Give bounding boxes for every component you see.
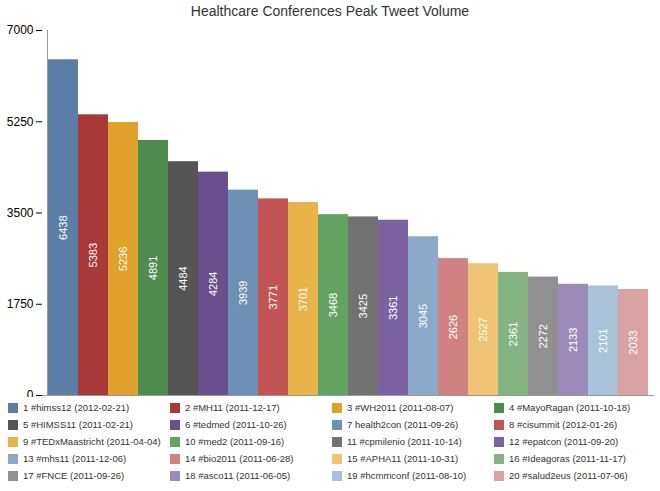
html-text:17 #FNCE (2011-09-26): 17 #FNCE (2011-09-26) — [23, 470, 125, 481]
svg-text:4891: 4891 — [147, 256, 159, 280]
svg-text:2361: 2361 — [507, 322, 519, 346]
svg-text:3361: 3361 — [387, 296, 399, 320]
svg-text:5250: 5250 — [7, 115, 34, 129]
html-text:8 #cisummit (2012-01-26): 8 #cisummit (2012-01-26) — [509, 419, 618, 430]
html-text:Healthcare Conferences Peak Tw: Healthcare Conferences Peak Tweet Volume — [190, 3, 470, 19]
svg-text:2133: 2133 — [567, 328, 579, 352]
html-text:14 #bio2011 (2011-06-28): 14 #bio2011 (2011-06-28) — [185, 453, 294, 464]
svg-text:3701: 3701 — [297, 287, 309, 311]
svg-text:2033: 2033 — [627, 330, 639, 354]
svg-text:4484: 4484 — [177, 266, 189, 290]
svg-text:0: 0 — [27, 388, 34, 397]
html-text:4 #MayoRagan (2011-10-18): 4 #MayoRagan (2011-10-18) — [509, 402, 631, 413]
svg-text:1750: 1750 — [7, 297, 34, 311]
svg-text:5383: 5383 — [87, 243, 99, 267]
html-text:16 #Ideagoras (2011-11-17): 16 #Ideagoras (2011-11-17) — [509, 453, 626, 464]
html-text:13 #mhs11 (2011-12-06): 13 #mhs11 (2011-12-06) — [23, 453, 127, 464]
svg-text:2626: 2626 — [447, 315, 459, 339]
html-text:19 #hcmmconf (2011-08-10): 19 #hcmmconf (2011-08-10) — [347, 470, 467, 481]
svg-text:6438: 6438 — [57, 215, 69, 239]
svg-text:3771: 3771 — [267, 285, 279, 309]
svg-text:2272: 2272 — [537, 324, 549, 348]
svg-text:3045: 3045 — [417, 304, 429, 328]
svg-text:4284: 4284 — [207, 272, 219, 296]
svg-text:3425: 3425 — [357, 294, 369, 318]
html-text:20 #salud2eus (2011-07-06): 20 #salud2eus (2011-07-06) — [509, 470, 628, 481]
html-text:3 #WH2011 (2011-08-07): 3 #WH2011 (2011-08-07) — [347, 402, 454, 413]
html-text:18 #asco11 (2011-06-05): 18 #asco11 (2011-06-05) — [185, 470, 291, 481]
html-text:9 #TEDxMaastricht (2011-04-04): 9 #TEDxMaastricht (2011-04-04) — [23, 436, 161, 447]
svg-text:2527: 2527 — [477, 317, 489, 341]
html-text:6 #tedmed (2011-10-26): 6 #tedmed (2011-10-26) — [185, 419, 287, 430]
html-text:7 health2con (2011-09-26): 7 health2con (2011-09-26) — [347, 419, 459, 430]
svg-text:3939: 3939 — [237, 281, 249, 305]
svg-text:3500: 3500 — [7, 206, 34, 220]
html-text:11 #cpmilenio (2011-10-14): 11 #cpmilenio (2011-10-14) — [347, 436, 462, 447]
html-text:15 #APHA11 (2011-10-31): 15 #APHA11 (2011-10-31) — [347, 453, 459, 464]
html-text:10 #med2 (2011-09-16): 10 #med2 (2011-09-16) — [185, 436, 285, 447]
html-text:2 #MH11 (2011-12-17): 2 #MH11 (2011-12-17) — [185, 402, 280, 413]
html-text:5 #HIMSS11 (2011-02-21): 5 #HIMSS11 (2011-02-21) — [23, 419, 133, 430]
svg-text:7000: 7000 — [7, 23, 34, 37]
svg-text:3468: 3468 — [327, 293, 339, 317]
svg-text:5236: 5236 — [117, 247, 129, 271]
html-text:12 #epatcon (2011-09-20): 12 #epatcon (2011-09-20) — [509, 436, 619, 447]
svg-text:2101: 2101 — [597, 328, 609, 352]
html-text:1 #himss12 (2012-02-21): 1 #himss12 (2012-02-21) — [23, 402, 130, 413]
